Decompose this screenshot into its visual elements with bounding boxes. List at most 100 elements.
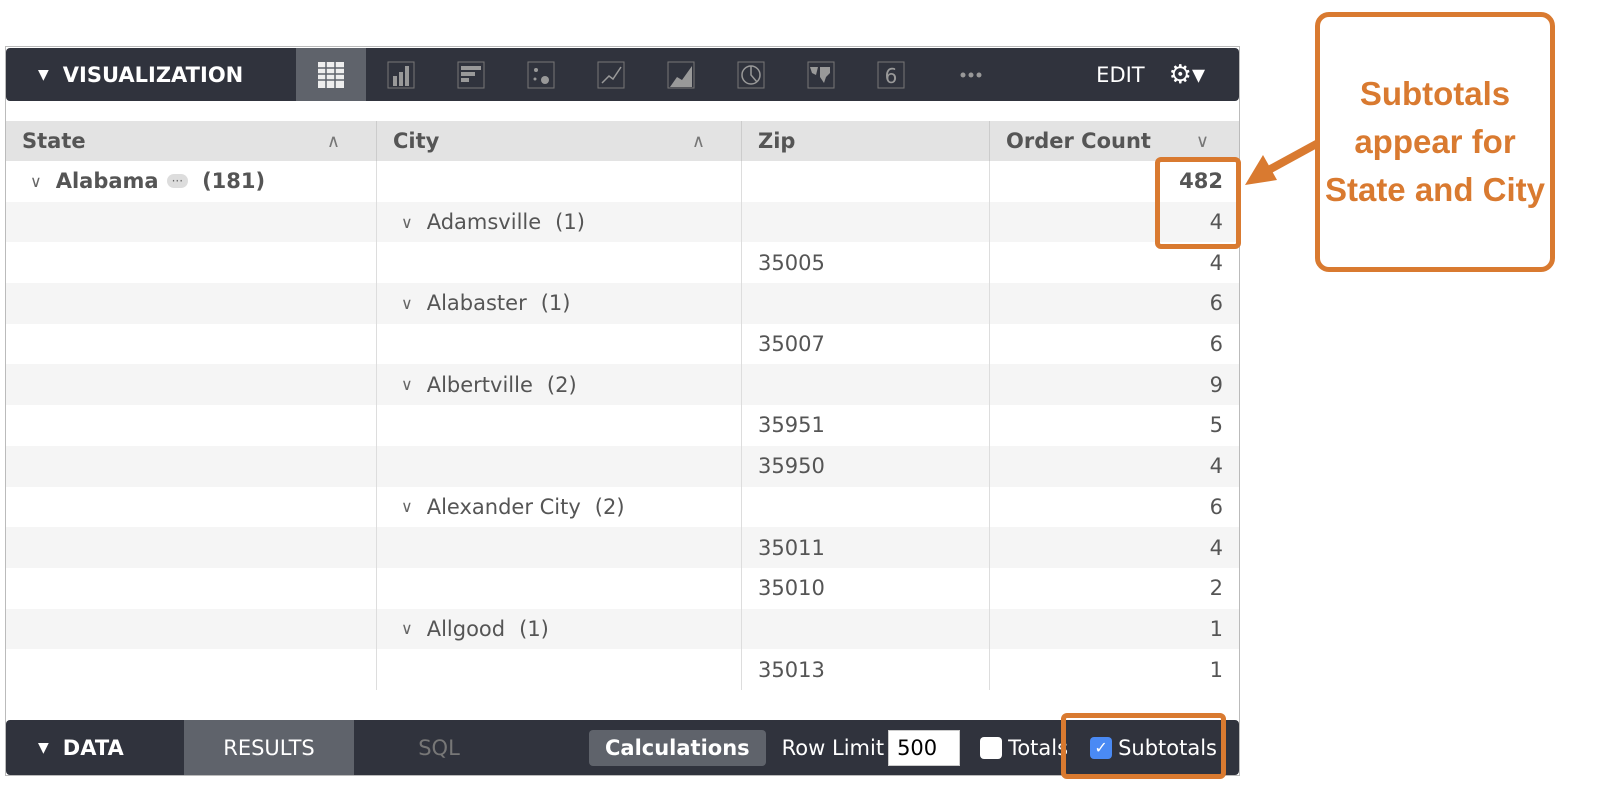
header-label: Zip — [758, 129, 796, 153]
visualization-title: VISUALIZATION — [62, 62, 244, 87]
table-row: 35010 2 — [6, 567, 1239, 609]
header-label: State — [22, 129, 86, 153]
chevron-down-icon[interactable]: ∨ — [401, 212, 413, 232]
caret-down-icon: ▼ — [38, 66, 49, 83]
more-icon[interactable]: ··· — [166, 174, 189, 189]
table-row-city-subtotal: ∨ Alexander City (2) 6 — [6, 486, 1239, 528]
zip-value: 35950 — [758, 454, 825, 479]
area-chart-icon[interactable] — [646, 48, 716, 101]
chevron-down-icon[interactable]: ∨ — [401, 619, 413, 639]
city-count: (2) — [594, 494, 625, 519]
tab-results[interactable]: RESULTS — [184, 720, 354, 775]
table-row: 35013 1 — [6, 649, 1239, 690]
edit-button[interactable]: EDIT — [1096, 62, 1145, 87]
subtotals-highlight — [1061, 713, 1226, 779]
order-count-value: 6 — [1209, 494, 1223, 519]
city-name: Allgood — [426, 616, 506, 641]
order-count-value: 5 — [1209, 413, 1223, 438]
city-count: (1) — [519, 616, 549, 641]
table-row: 35951 5 — [6, 405, 1239, 446]
state-subtotal: 482 — [1179, 169, 1223, 194]
single-value-chart-icon[interactable]: 6 — [856, 48, 926, 101]
table-row: 35005 4 — [6, 242, 1239, 284]
header-city[interactable]: City ∧ — [376, 121, 741, 161]
table-row: 35007 6 — [6, 323, 1239, 365]
order-count-value: 6 — [1209, 332, 1223, 357]
row-limit-input[interactable] — [888, 729, 961, 766]
visualization-panel: ▼ VISUALIZATION 6 EDIT ⚙▾ State ∧ City ∧ Zi… — [5, 46, 1240, 776]
zip-value: 35013 — [758, 657, 825, 682]
table-chart-icon[interactable] — [296, 48, 366, 101]
subtotals-label: Subtotals — [1118, 735, 1217, 760]
chevron-down-icon[interactable]: ∨ — [1195, 130, 1209, 152]
row-limit-label: Row Limit — [781, 735, 885, 760]
order-count-value: 4 — [1209, 535, 1223, 560]
more-chart-icon[interactable] — [936, 48, 1006, 101]
data-title: DATA — [62, 735, 124, 760]
annotation-callout: Subtotals appear for State and City — [1315, 12, 1555, 272]
city-count: (1) — [540, 291, 571, 316]
chevron-down-icon[interactable]: ∨ — [30, 171, 42, 191]
zip-value: 35951 — [758, 413, 825, 438]
zip-value: 35007 — [758, 332, 825, 357]
data-bar: ▼ DATA RESULTS SQL Calculations Row Limit… — [6, 720, 1239, 775]
header-label: Order Count — [1006, 129, 1151, 153]
subtotals-checkbox[interactable]: ✓ — [1090, 736, 1113, 759]
map-chart-icon[interactable] — [786, 48, 856, 101]
zip-value: 35005 — [758, 250, 825, 275]
column-chart-icon[interactable] — [366, 48, 436, 101]
annotation-arrow — [1245, 138, 1322, 185]
chevron-down-icon[interactable]: ∨ — [401, 375, 413, 395]
subtotal-highlight — [1155, 157, 1241, 249]
order-count-value: 1 — [1209, 657, 1223, 682]
table-row-city-subtotal: ∨ Allgood (1) 1 — [6, 608, 1239, 650]
line-chart-icon[interactable] — [576, 48, 646, 101]
order-count-value: 9 — [1209, 372, 1223, 397]
chevron-up-icon[interactable]: ∧ — [326, 130, 340, 152]
order-count-value: 4 — [1209, 250, 1223, 275]
scatter-chart-icon[interactable] — [506, 48, 576, 101]
city-count: (2) — [546, 372, 577, 397]
city-name: Alexander City — [426, 494, 581, 519]
state-name: Alabama — [55, 169, 159, 194]
totals-checkbox[interactable] — [980, 736, 1003, 759]
visualization-toggle[interactable]: ▼ VISUALIZATION — [6, 63, 296, 87]
header-state[interactable]: State ∧ — [6, 121, 376, 161]
table-row-state-subtotal: ∨ Alabama ··· (181) 482 — [6, 161, 1239, 202]
tab-sql[interactable]: SQL — [418, 735, 460, 760]
svg-text:6: 6 — [885, 64, 898, 88]
results-table: State ∧ City ∧ Zip Order Count ∨ ∨ Alabama ··… — [6, 121, 1239, 690]
order-count-value: 1 — [1209, 616, 1223, 641]
table-row: 35950 4 — [6, 445, 1239, 487]
order-count-value: 2 — [1209, 576, 1223, 601]
zip-value: 35011 — [758, 535, 825, 560]
caret-down-icon: ▼ — [38, 739, 49, 756]
chevron-down-icon[interactable]: ∨ — [401, 497, 413, 517]
pie-chart-icon[interactable] — [716, 48, 786, 101]
visualization-toolbar: ▼ VISUALIZATION 6 EDIT ⚙▾ — [6, 48, 1239, 101]
calculations-button[interactable]: Calculations — [588, 729, 766, 766]
header-label: City — [393, 129, 440, 153]
table-row: 35011 4 — [6, 527, 1239, 568]
header-order-count[interactable]: Order Count ∨ — [989, 121, 1239, 161]
city-name: Albertville — [426, 372, 533, 397]
table-header: State ∧ City ∧ Zip Order Count ∨ — [6, 121, 1239, 161]
table-row-city-subtotal: ∨ Albertville (2) 9 — [6, 364, 1239, 406]
table-row-city-subtotal: ∨ Adamsville (1) 4 — [6, 201, 1239, 243]
zip-value: 35010 — [758, 576, 825, 601]
chevron-up-icon[interactable]: ∧ — [691, 130, 705, 152]
header-zip[interactable]: Zip — [741, 121, 989, 161]
bar-chart-icon[interactable] — [436, 48, 506, 101]
chevron-down-icon[interactable]: ∨ — [401, 293, 413, 313]
totals-label: Totals — [1008, 735, 1069, 760]
city-count: (1) — [555, 210, 585, 235]
city-name: Adamsville — [426, 210, 542, 235]
data-toggle[interactable]: ▼ DATA — [6, 736, 184, 760]
city-name: Alabaster — [426, 291, 527, 316]
gear-icon[interactable]: ⚙▾ — [1168, 59, 1205, 90]
order-count-value: 4 — [1209, 454, 1223, 479]
table-row-city-subtotal: ∨ Alabaster (1) 6 — [6, 283, 1239, 324]
state-count: (181) — [202, 169, 266, 194]
order-count-value: 4 — [1209, 210, 1223, 235]
order-count-value: 6 — [1209, 291, 1223, 316]
